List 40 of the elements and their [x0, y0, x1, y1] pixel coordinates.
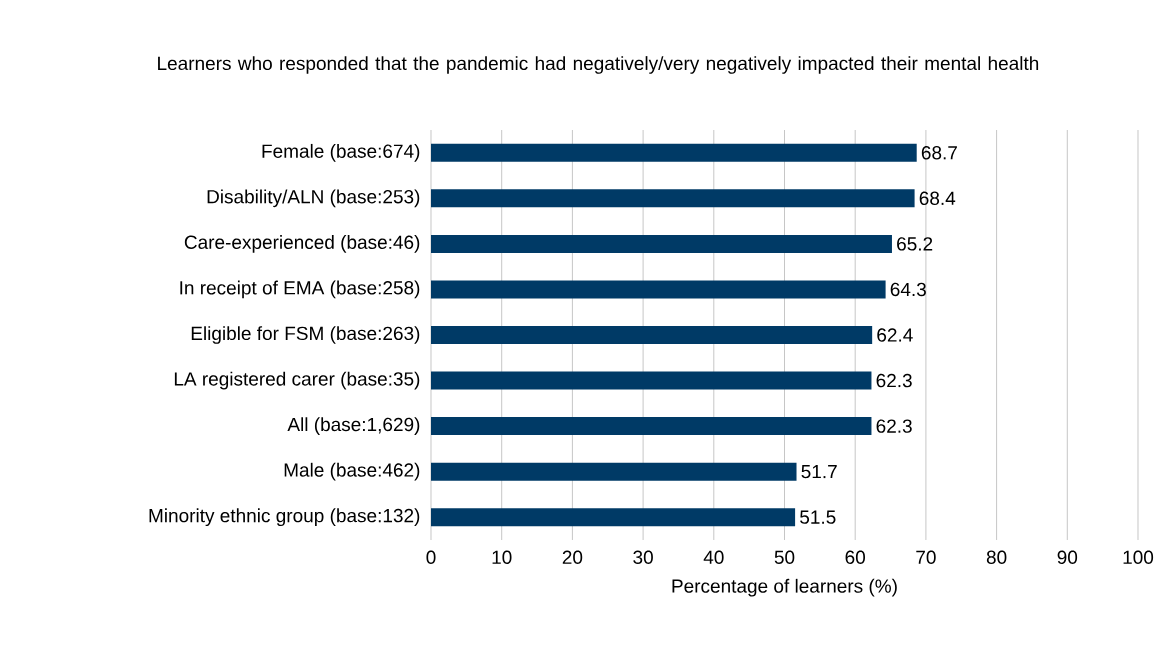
bar	[431, 371, 872, 390]
x-tick-label: 10	[492, 550, 512, 564]
data-label: 64.3	[890, 282, 926, 297]
data-label: 51.5	[800, 510, 836, 524]
x-tick-label: 50	[774, 550, 795, 564]
bar	[431, 462, 797, 481]
y-tick-label: Eligible for FSM (base:263)	[191, 326, 420, 344]
y-tick-label: All (base:1,629)	[287, 417, 420, 435]
bar	[431, 143, 917, 162]
data-label: 68.4	[919, 191, 956, 206]
x-tick-label: 70	[916, 550, 936, 564]
bar	[431, 280, 886, 299]
y-tick-label: Minority ethnic group (base:132)	[149, 508, 420, 527]
data-label: 68.7	[921, 146, 957, 160]
data-label: 62.3	[876, 419, 912, 433]
x-tick-label: 90	[1057, 550, 1078, 564]
chart-title: Learners who responded that the pandemic had negatively/very negatively impacted their mental health	[158, 56, 1039, 74]
data-label: 51.7	[801, 465, 837, 479]
bar	[431, 189, 915, 208]
x-axis-title: Percentage of learners (%)	[672, 578, 897, 597]
x-tick-label: 60	[845, 550, 866, 564]
y-tick-label: In receipt of EMA (base:258)	[180, 280, 420, 299]
bar	[431, 417, 872, 436]
x-tick-label: 80	[986, 550, 1007, 564]
x-tick-label: 100	[1123, 550, 1154, 564]
x-tick-label: 20	[562, 550, 583, 564]
bar	[431, 234, 892, 253]
x-tick-label: 40	[703, 550, 724, 564]
data-label: 65.2	[897, 237, 933, 251]
y-tick-label: LA registered carer (base:35)	[174, 371, 420, 390]
data-label: 62.3	[876, 373, 912, 388]
data-label: 62.4	[877, 328, 913, 342]
y-tick-label: Care-experienced (base:46)	[184, 235, 420, 253]
y-tick-label: Disability/ALN (base:253)	[207, 189, 420, 208]
y-tick-label: Male (base:462)	[284, 462, 420, 481]
x-tick-label: 0	[426, 550, 436, 564]
x-tick-label: 30	[633, 550, 653, 564]
bar	[431, 508, 796, 527]
y-tick-label: Female (base:674)	[262, 143, 420, 162]
bar	[431, 326, 873, 344]
